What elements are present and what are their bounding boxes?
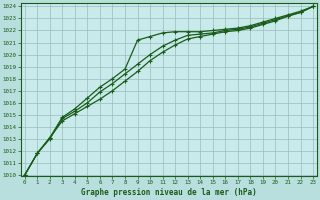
X-axis label: Graphe pression niveau de la mer (hPa): Graphe pression niveau de la mer (hPa) — [81, 188, 257, 197]
